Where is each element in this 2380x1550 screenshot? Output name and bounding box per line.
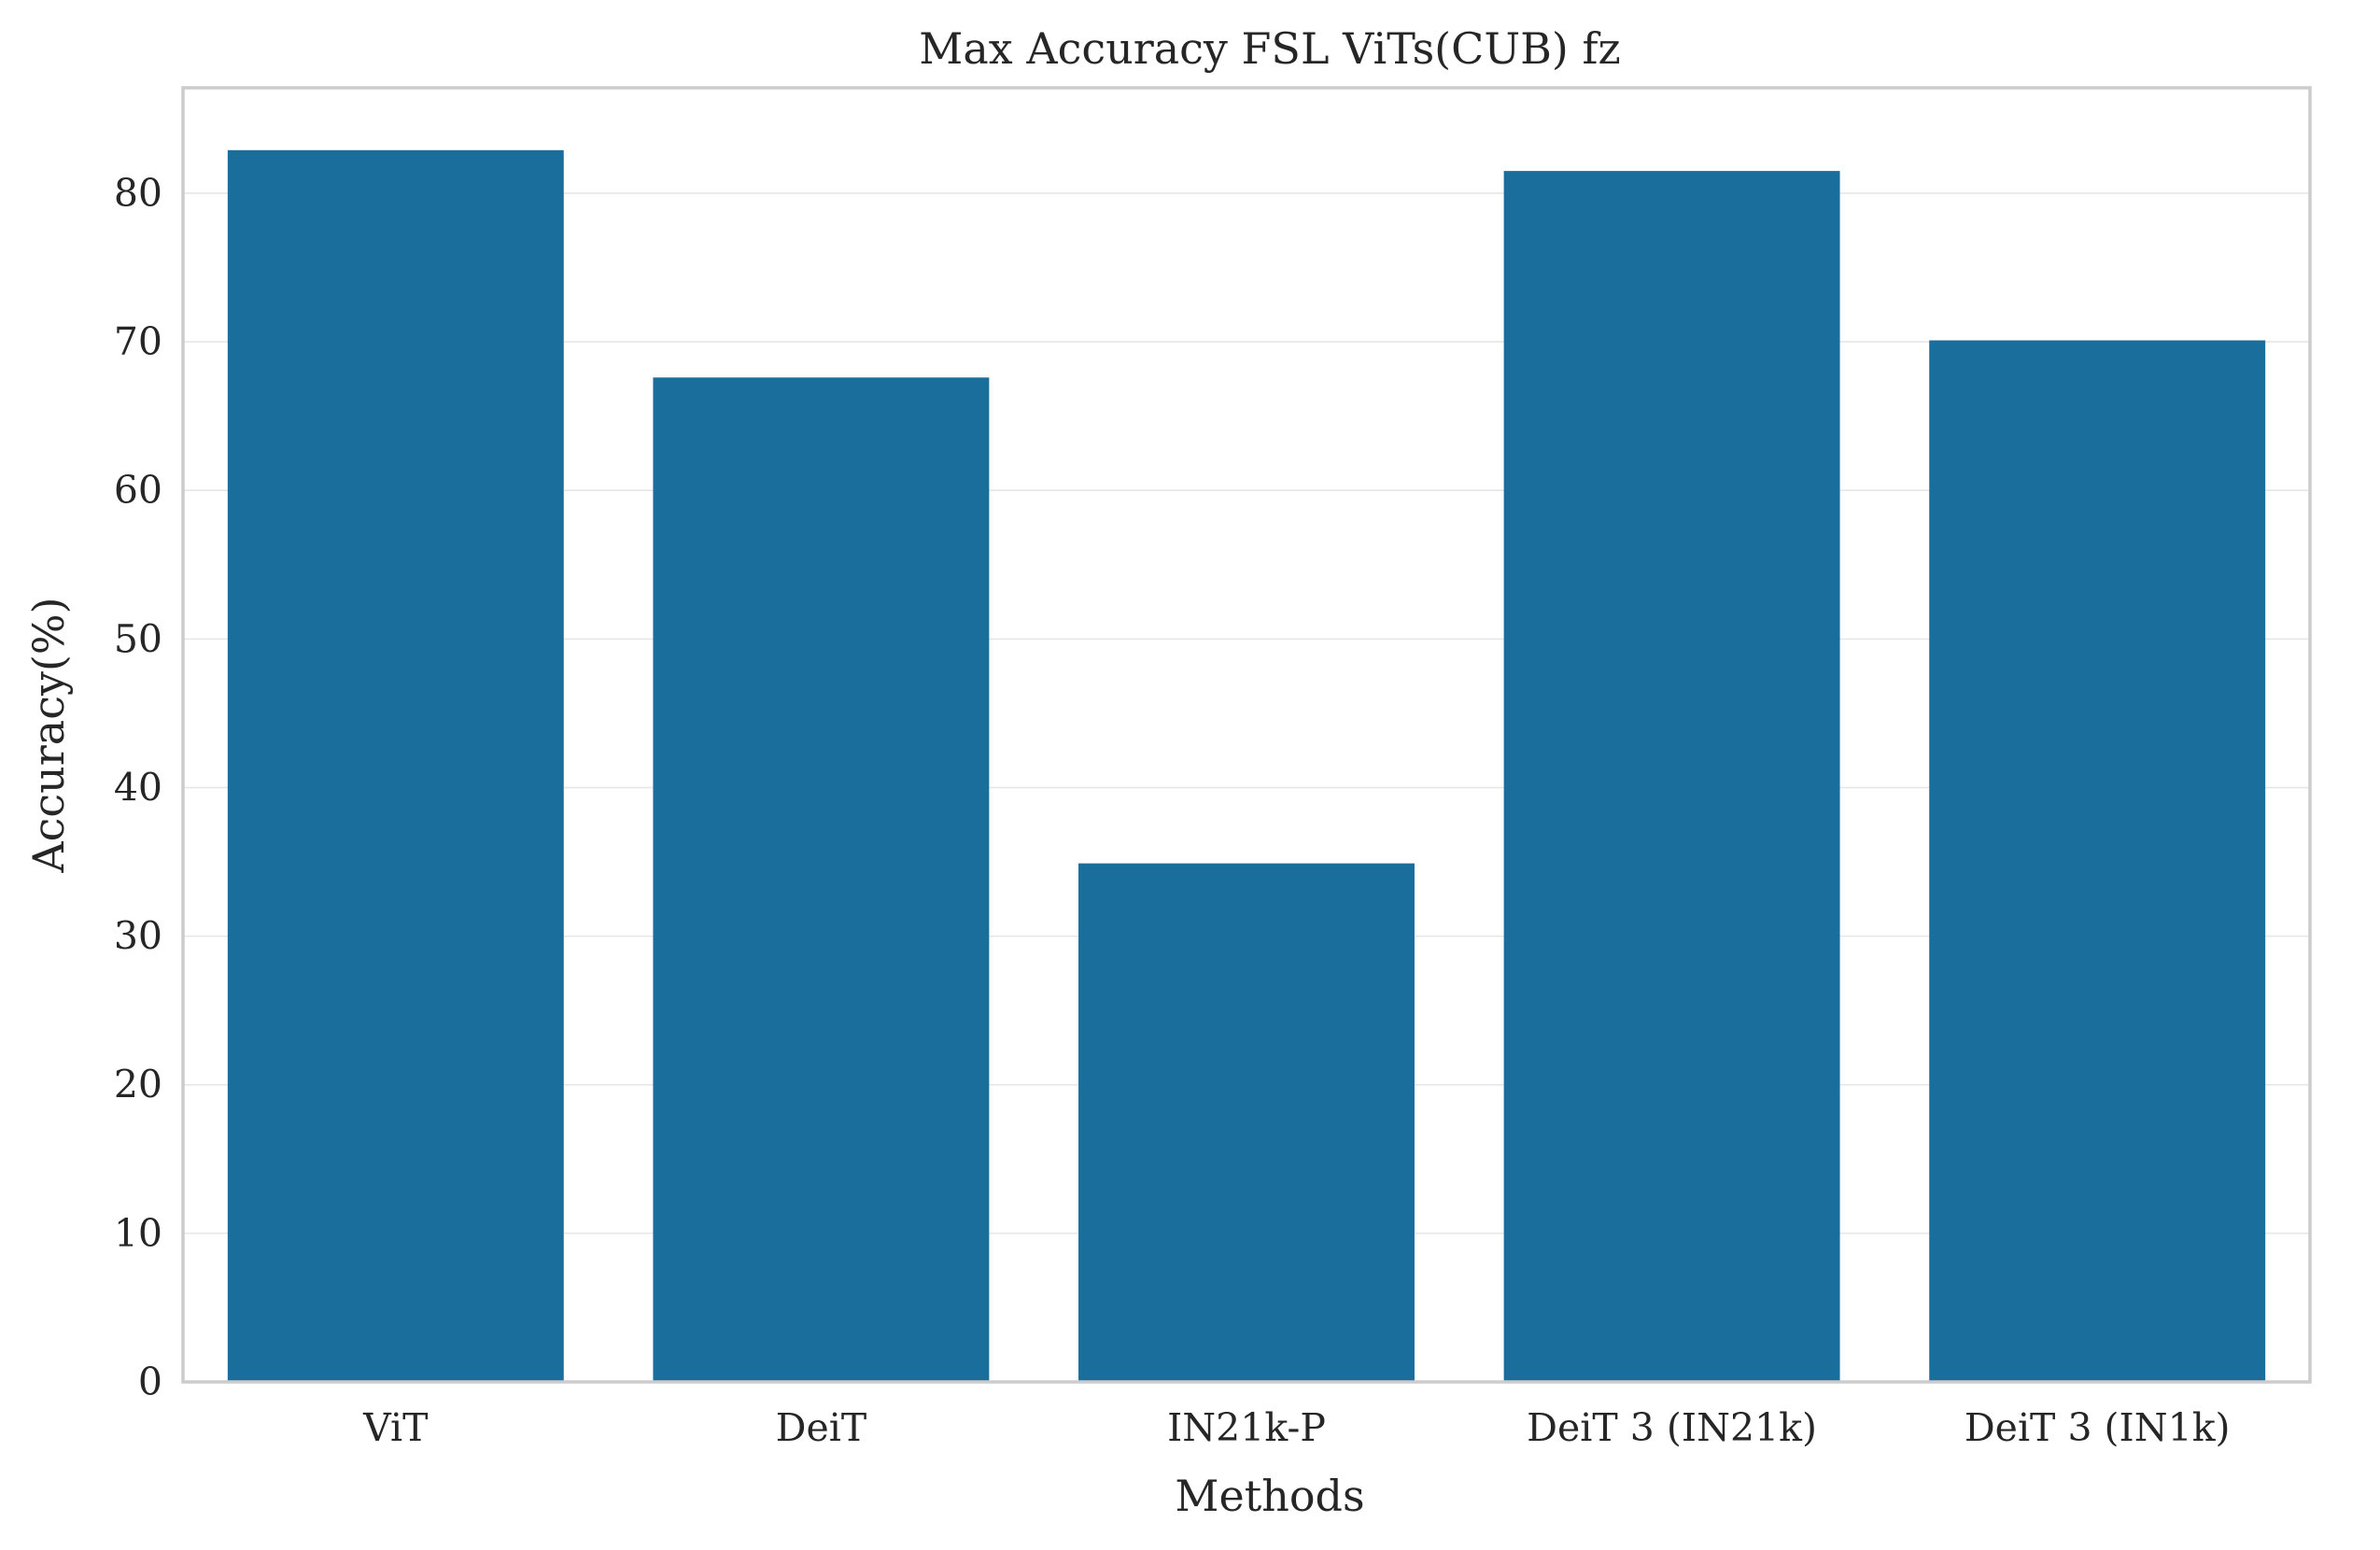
bar [227,149,564,1383]
y-tick-label: 60 [114,468,162,513]
y-tick-label: 0 [138,1360,162,1404]
y-tick-label: 70 [114,319,162,364]
x-tick-labels: ViT DeiT IN21k-P DeiT 3 (IN21k) DeiT 3 (IN1k… [362,1405,2230,1450]
y-tick-label: 40 [114,765,162,810]
y-tick-label: 20 [114,1063,162,1107]
bar [653,377,990,1383]
y-tick-label: 30 [114,914,162,959]
y-tick-label: 80 [114,171,162,216]
bar [1503,171,1840,1383]
y-tick-label: 10 [114,1211,162,1256]
bar [1078,863,1415,1382]
chart-title: Max Accuracy FSL ViTs(CUB) fz [919,23,1620,74]
x-tick-label: DeiT [776,1405,867,1450]
y-tick-labels: 0 10 20 30 40 50 60 70 80 [114,171,162,1404]
y-tick-label: 50 [114,616,162,661]
x-tick-label: DeiT 3 (IN1k) [1965,1405,2231,1450]
x-axis-title: Methods [1175,1471,1364,1521]
y-axis-title: Accuracy(%) [23,597,74,873]
plot-frame [181,86,2312,1384]
x-tick-label: ViT [362,1405,428,1450]
bar [1929,340,2266,1383]
bars [227,149,2266,1383]
x-tick-label: IN21k-P [1167,1405,1326,1450]
x-tick-label: DeiT 3 (IN21k) [1527,1405,1817,1450]
